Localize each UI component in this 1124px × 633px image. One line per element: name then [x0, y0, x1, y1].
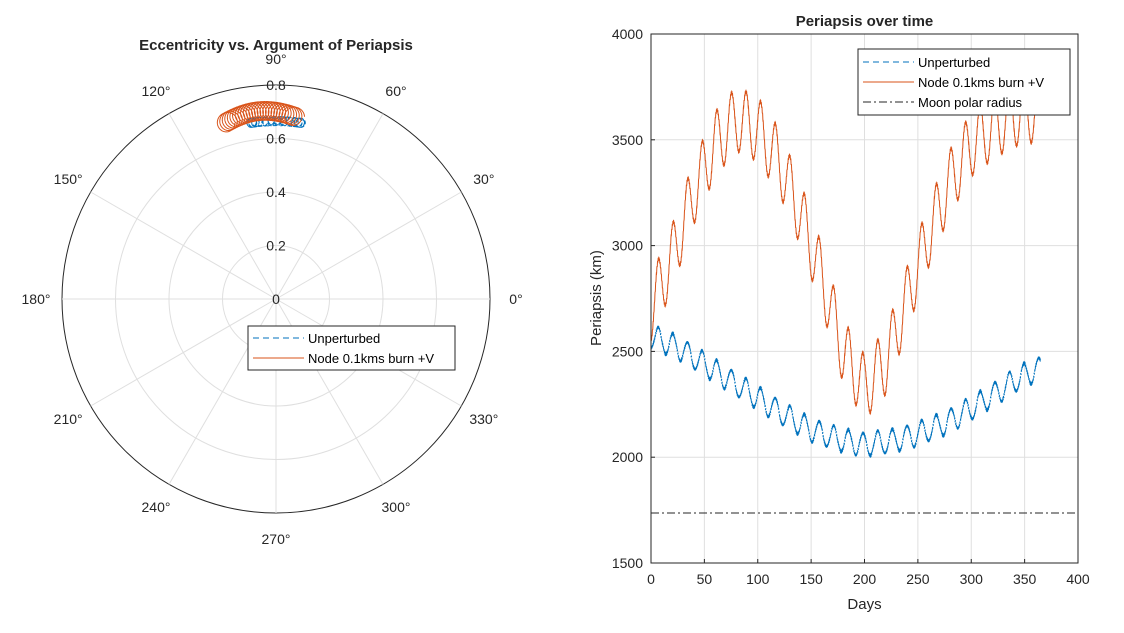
line-series-node-0-1kms-burn-v	[650, 78, 1042, 416]
polar-legend-label-burn: Node 0.1kms burn +V	[308, 351, 434, 366]
polar-legend-label-unperturbed: Unperturbed	[308, 331, 380, 346]
polar-theta-label-150: 150°	[54, 171, 83, 187]
x-tick-label-350: 350	[1013, 571, 1037, 587]
x-tick-label-250: 250	[906, 571, 930, 587]
x-tick-label-0: 0	[647, 571, 655, 587]
polar-tick-labels: 0° 30° 60° 90° 120° 150° 180° 210° 240° 270° 300° 3…	[22, 51, 523, 547]
x-tick-label-150: 150	[799, 571, 823, 587]
polar-chart: 0° 30° 60° 90° 120° 150° 180° 210° 240° 270° 300° 3…	[22, 37, 523, 547]
line-series-unperturbed	[650, 325, 1042, 458]
polar-title: Eccentricity vs. Argument of Periapsis	[139, 37, 413, 54]
line-tick-labels: 0 50 100 150 200 250 300 350 400 1500 2000 2500 3000…	[612, 26, 1090, 587]
polar-r-label-0: 0	[272, 291, 280, 307]
polar-theta-label-60: 60°	[385, 83, 406, 99]
polar-theta-label-120: 120°	[142, 83, 171, 99]
plot-frame	[650, 33, 1079, 564]
polar-theta-label-240: 240°	[142, 499, 171, 515]
polar-theta-label-90: 90°	[265, 51, 286, 67]
y-axis-label: Periapsis (km)	[588, 250, 605, 346]
polar-r-label-1: 0.2	[266, 238, 286, 254]
y-tick-label-4000: 4000	[612, 26, 643, 42]
line-legend-label-burn: Node 0.1kms burn +V	[918, 75, 1044, 90]
line-series-group	[650, 78, 1078, 514]
polar-series-node-0-1kms-burn-v	[216, 101, 306, 133]
polar-theta-label-0: 0°	[509, 291, 522, 307]
polar-theta-label-330: 330°	[469, 411, 498, 427]
polar-theta-gridline-150	[90, 191, 277, 300]
polar-theta-label-270: 270°	[262, 531, 291, 547]
y-tick-label-2000: 2000	[612, 449, 643, 465]
polar-series-group	[216, 101, 306, 133]
line-grid	[650, 33, 1079, 564]
y-tick-label-1500: 1500	[612, 555, 643, 571]
x-tick-label-200: 200	[853, 571, 877, 587]
polar-r-label-4: 0.8	[266, 77, 286, 93]
x-tick-label-50: 50	[697, 571, 713, 587]
polar-theta-gridline-210	[90, 298, 277, 407]
polar-theta-label-210: 210°	[54, 411, 83, 427]
line-legend-label-unperturbed: Unperturbed	[918, 55, 990, 70]
polar-grid	[61, 84, 491, 514]
periapsis-chart: 0 50 100 150 200 250 300 350 400 1500 2000 2500 3000…	[588, 13, 1090, 613]
line-legend: Unperturbed Node 0.1kms burn +V Moon pol…	[857, 48, 1071, 116]
polar-theta-gridline-30	[275, 191, 462, 300]
polar-theta-label-300: 300°	[382, 499, 411, 515]
polar-r-label-2: 0.4	[266, 184, 286, 200]
polar-r-label-3: 0.6	[266, 131, 286, 147]
polar-theta-gridline-120	[168, 113, 277, 300]
polar-theta-label-180: 180°	[22, 291, 51, 307]
x-axis-label: Days	[847, 596, 881, 613]
x-tick-label-100: 100	[746, 571, 770, 587]
polar-legend: Unperturbed Node 0.1kms burn +V	[247, 325, 456, 371]
y-tick-label-3500: 3500	[612, 132, 643, 148]
polar-series-unperturbed	[246, 116, 306, 128]
x-tick-label-300: 300	[960, 571, 984, 587]
y-tick-label-2500: 2500	[612, 343, 643, 359]
y-tick-label-3000: 3000	[612, 238, 643, 254]
line-title: Periapsis over time	[796, 13, 934, 30]
polar-theta-gridline-60	[275, 113, 384, 300]
polar-legend-box	[247, 325, 456, 371]
x-tick-label-400: 400	[1066, 571, 1090, 587]
polar-theta-label-30: 30°	[473, 171, 494, 187]
line-legend-label-moon: Moon polar radius	[918, 95, 1023, 110]
